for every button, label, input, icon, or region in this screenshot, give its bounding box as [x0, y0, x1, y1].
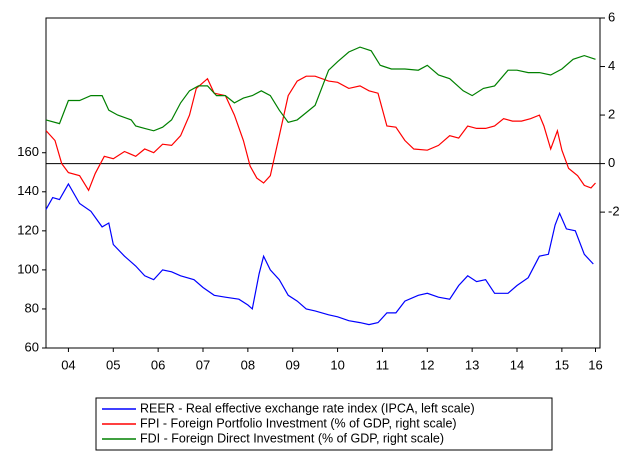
x-tick-label: 16: [588, 357, 602, 372]
y2-tick-label: 6: [608, 9, 615, 24]
x-tick-label: 08: [241, 357, 255, 372]
y2-tick-label: -2: [608, 204, 620, 219]
legend-label: FDI - Foreign Direct Investment (% of GD…: [140, 431, 444, 445]
plot-frame: [45, 17, 601, 349]
y2-tick-label: 2: [608, 106, 615, 121]
legend: REER - Real effective exchange rate inde…: [95, 397, 553, 451]
y-tick-label: 100: [17, 261, 39, 276]
x-tick-label: 09: [285, 357, 299, 372]
x-tick-label: 15: [555, 357, 569, 372]
legend-label: REER - Real effective exchange rate inde…: [140, 401, 475, 415]
x-tick-label: 12: [420, 357, 434, 372]
y2-tick-label: 0: [608, 155, 615, 170]
x-tick-label: 10: [330, 357, 344, 372]
y-tick-label: 140: [17, 183, 39, 198]
series-line: [45, 75, 596, 192]
y-tick-label: 120: [17, 222, 39, 237]
x-tick-label: 14: [510, 357, 524, 372]
y-tick-label: 80: [25, 300, 39, 315]
x-tick-label: 04: [61, 357, 75, 372]
y2-tick-label: 4: [608, 58, 615, 73]
series-line: [45, 182, 594, 326]
x-tick-label: 07: [196, 357, 210, 372]
x-tick-label: 05: [106, 357, 120, 372]
y-tick-label: 60: [25, 339, 39, 354]
y-tick-label: 160: [17, 144, 39, 159]
x-tick-label: 11: [376, 357, 390, 372]
series-line: [45, 46, 596, 132]
legend-box: [95, 397, 553, 451]
x-tick-label: 13: [465, 357, 479, 372]
legend-label: FPI - Foreign Portfolio Investment (% of…: [140, 416, 457, 430]
x-tick-label: 06: [151, 357, 165, 372]
